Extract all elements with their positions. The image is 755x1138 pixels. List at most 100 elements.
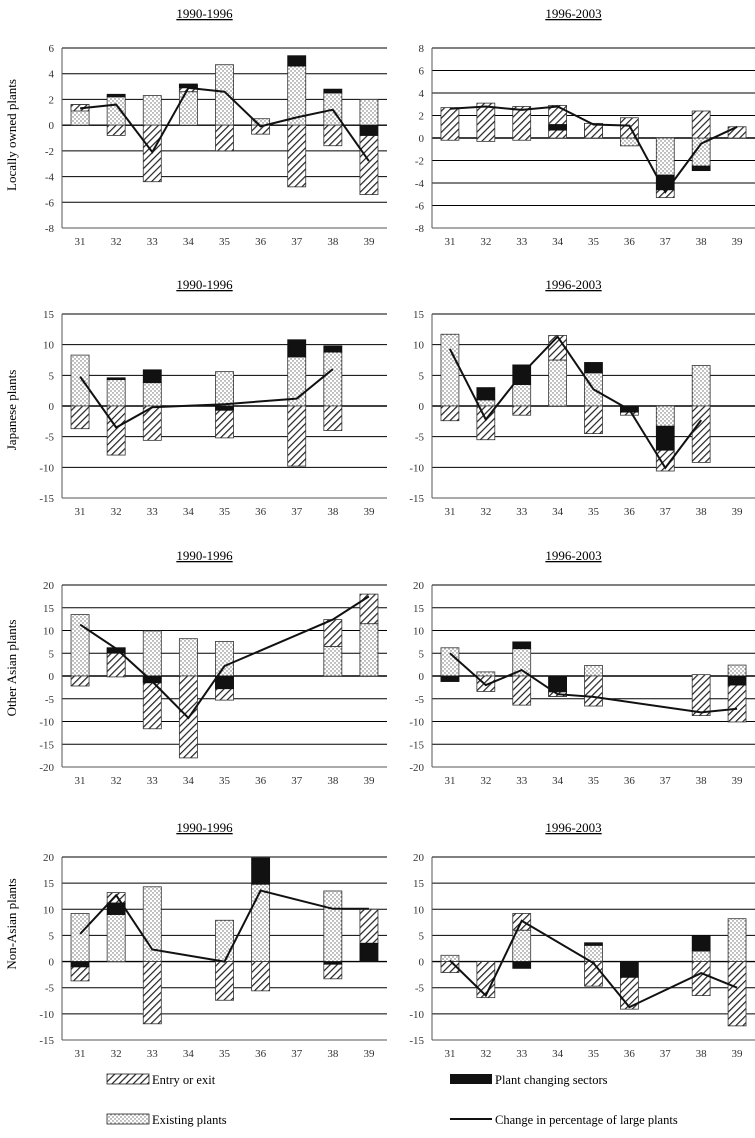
x-tick-label: 39	[363, 1048, 375, 1060]
y-tick-label: 10	[413, 340, 425, 352]
bar-changing	[215, 405, 234, 411]
y-tick-label: 0	[419, 133, 425, 145]
bar-existing	[359, 623, 379, 677]
series-line	[79, 368, 334, 429]
bar-changing	[323, 961, 343, 965]
bar-entry-exit	[323, 124, 343, 147]
y-tick-label: 15	[43, 309, 55, 321]
y-tick-label: -4	[415, 178, 425, 190]
x-tick-label: 33	[147, 236, 159, 248]
x-tick-label: 35	[219, 775, 231, 787]
bar-entry-exit	[287, 405, 307, 467]
bar-entry-exit	[251, 961, 271, 992]
series-line	[79, 595, 370, 720]
series-line	[79, 889, 369, 963]
bar-existing	[215, 64, 234, 126]
x-tick-label: 32	[111, 1048, 122, 1060]
bar-entry-exit	[70, 675, 90, 687]
x-tick-label: 39	[363, 236, 375, 248]
bar-entry-exit	[142, 405, 162, 441]
y-tick-label: -15	[39, 493, 54, 505]
bar-entry-exit	[727, 684, 747, 723]
x-tick-label: 32	[480, 236, 491, 248]
y-tick-label: 0	[49, 957, 55, 969]
legend-label-line: Change in percentage of large plants	[495, 1113, 678, 1127]
bar-changing	[440, 675, 460, 682]
bar-entry-exit	[142, 961, 162, 1025]
x-tick-label: 38	[327, 1048, 339, 1060]
x-tick-label: 36	[255, 775, 267, 787]
y-tick-label: 2	[49, 94, 55, 106]
y-tick-label: -10	[409, 1009, 424, 1021]
x-tick-label: 36	[255, 236, 267, 248]
bar-existing	[584, 665, 603, 677]
row-label-locally-owned: Locally owned plants	[4, 79, 19, 191]
y-tick-label: 15	[413, 878, 425, 890]
bar-existing	[178, 638, 198, 677]
y-tick-label: 5	[49, 930, 55, 942]
series-line	[449, 105, 738, 194]
bar-existing	[70, 913, 90, 962]
y-tick-label: 20	[413, 852, 425, 864]
x-tick-label: 31	[444, 775, 455, 787]
y-tick-label: 10	[413, 626, 425, 638]
x-tick-label: 38	[696, 775, 708, 787]
y-tick-label: -5	[45, 694, 55, 706]
bar-changing	[359, 942, 379, 962]
y-tick-label: -10	[409, 462, 424, 474]
x-tick-label: 34	[183, 236, 195, 248]
bar-existing	[359, 99, 379, 126]
row-label-other-asian: Other Asian plants	[4, 620, 19, 717]
panel-1-left: 1990-1996 -8 -6 -4 -2 0 2 4 6 31 32 33 34 35 36 37 38 39	[45, 6, 387, 248]
x-tick-label: 37	[291, 236, 303, 248]
y-tick-label: 15	[43, 603, 55, 615]
y-tick-label: 15	[413, 603, 425, 615]
bar-entry-exit	[323, 405, 343, 431]
panel-3-left: 1990-1996 -20 -15 -10 -5 0 5 10 15 20 31 32 33 34 35 36…	[39, 548, 387, 787]
bar-existing	[106, 914, 126, 962]
bar-existing	[512, 384, 532, 407]
y-tick-label: 5	[419, 370, 425, 382]
y-tick-label: -5	[45, 983, 55, 995]
y-tick-label: 0	[49, 401, 55, 413]
bar-existing	[178, 91, 198, 126]
y-tick-label: -4	[45, 172, 55, 184]
y-tick-label: 20	[43, 852, 55, 864]
x-tick-label: 36	[624, 1048, 636, 1060]
bar-changing	[655, 425, 675, 451]
x-tick-label: 36	[624, 236, 636, 248]
bar-existing	[323, 351, 343, 407]
y-tick-label: 0	[49, 671, 55, 683]
y-tick-label: -15	[409, 739, 424, 751]
bar-existing	[251, 883, 271, 962]
bar-entry-exit	[584, 122, 603, 139]
bar-entry-exit	[512, 106, 532, 141]
bar-existing	[655, 137, 675, 176]
x-tick-label: 39	[732, 236, 744, 248]
series-line	[449, 652, 738, 714]
panel-title: 1996-2003	[545, 548, 601, 563]
x-tick-label: 32	[480, 1048, 491, 1060]
panel-2-left: 1990-1996 -15 -10 -5 0 5 10 15 31 32 33 34 35 36 37 38 3…	[39, 277, 387, 518]
bar-entry-exit	[359, 908, 379, 944]
bar-entry-exit	[476, 961, 496, 999]
series-line	[449, 335, 702, 470]
x-tick-label: 32	[480, 775, 491, 787]
x-tick-label: 38	[327, 236, 339, 248]
bar-entry-exit	[323, 619, 343, 647]
y-tick-label: -6	[415, 201, 425, 213]
bar-entry-exit	[727, 126, 747, 139]
y-tick-label: -20	[39, 762, 54, 774]
y-tick-label: 5	[419, 930, 425, 942]
legend-swatch-existing	[106, 1113, 150, 1125]
panel-title: 1990-1996	[176, 6, 233, 21]
series-line	[79, 86, 370, 162]
x-tick-label: 33	[516, 1048, 528, 1060]
y-tick-label: 20	[413, 580, 425, 592]
x-tick-label: 31	[75, 1048, 86, 1060]
bar-changing	[691, 935, 711, 952]
bar-changing	[70, 961, 90, 968]
x-tick-label: 39	[363, 506, 375, 518]
bar-entry-exit	[440, 107, 460, 141]
y-tick-label: 10	[43, 626, 55, 638]
